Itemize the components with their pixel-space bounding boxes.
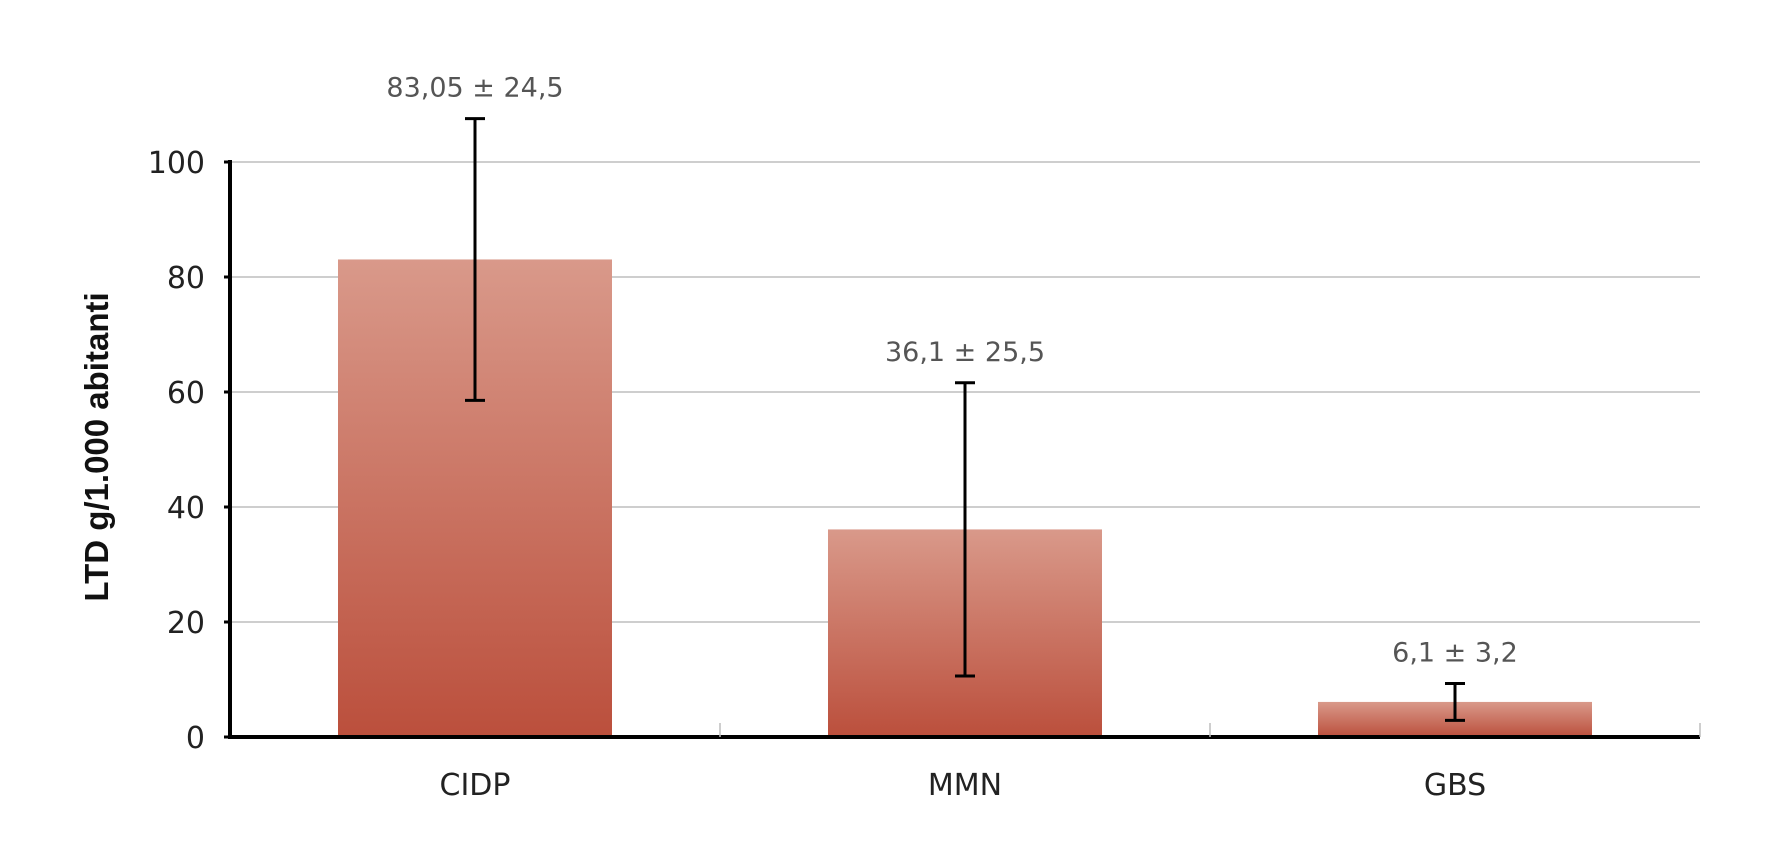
category-label-mmn: MMN bbox=[928, 768, 1002, 803]
y-tick-label: 60 bbox=[167, 376, 205, 411]
axes bbox=[224, 160, 1701, 739]
y-tick-label: 20 bbox=[167, 606, 205, 641]
data-label-mmn: 36,1 ± 25,5 bbox=[885, 337, 1045, 368]
category-label-cidp: CIDP bbox=[440, 768, 511, 803]
data-label-cidp: 83,05 ± 24,5 bbox=[386, 73, 563, 104]
y-axis-title: LTD g/1.000 abitanti bbox=[78, 292, 115, 601]
y-tick-label: 0 bbox=[186, 721, 205, 756]
labels: 0 20 40 60 80 100 83,05 ± 24,5 CIDP 36,1 ± 25,5 M… bbox=[148, 73, 1518, 803]
data-label-gbs: 6,1 ± 3,2 bbox=[1392, 638, 1518, 669]
y-tick-label: 40 bbox=[167, 491, 205, 526]
y-tick-label: 80 bbox=[167, 261, 205, 296]
error-bars bbox=[465, 117, 1465, 722]
category-label-gbs: GBS bbox=[1424, 768, 1486, 803]
y-tick-label: 100 bbox=[148, 146, 205, 181]
